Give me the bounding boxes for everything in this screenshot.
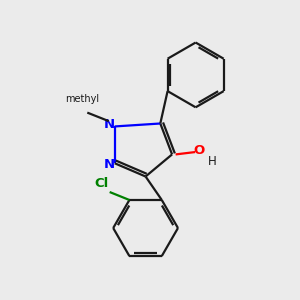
Text: N: N — [104, 118, 115, 131]
Text: O: O — [194, 144, 205, 157]
Text: N: N — [104, 158, 115, 171]
Text: H: H — [208, 155, 217, 168]
Text: methyl: methyl — [65, 94, 99, 104]
Text: Cl: Cl — [94, 177, 109, 190]
